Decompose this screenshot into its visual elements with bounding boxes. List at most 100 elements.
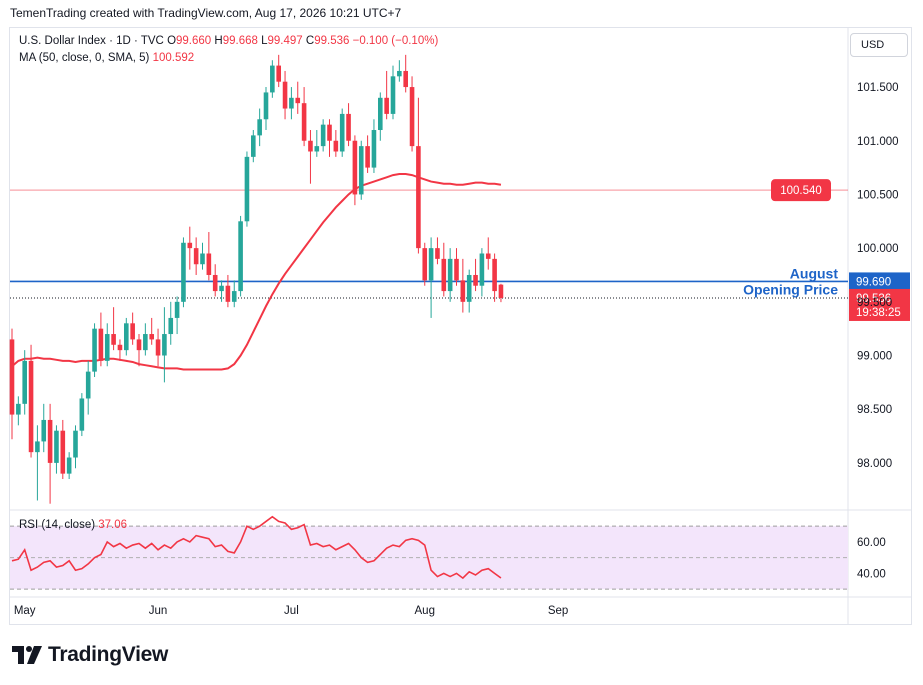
candle-body [143, 334, 148, 351]
candle [314, 130, 320, 157]
august-open-caption-line2: Opening Price [743, 281, 838, 297]
candle-body [378, 97, 383, 131]
candle-body [66, 457, 72, 474]
time-tick-label: Aug [415, 605, 435, 617]
candle-body [60, 430, 66, 474]
candle-body [346, 113, 351, 141]
candle [390, 65, 396, 120]
candle-body [416, 146, 421, 249]
candle-body [155, 339, 161, 356]
price-tick-label: 99.000 [857, 351, 892, 363]
price-legend: U.S. Dollar Index · 1D · TVC O99.660 H99… [19, 35, 438, 47]
candle [212, 264, 218, 297]
candle [498, 283, 504, 303]
candle [117, 339, 123, 361]
candle-body [454, 258, 459, 281]
candle-body [479, 253, 485, 286]
candle-body [428, 248, 434, 281]
candle-body [403, 70, 408, 88]
candle [155, 328, 161, 367]
price-tick-label: 98.500 [857, 404, 892, 416]
candle [346, 103, 351, 147]
candle-body [117, 344, 123, 351]
candle [251, 130, 256, 163]
candle [384, 70, 389, 120]
close-label: C [305, 35, 315, 47]
candle [479, 248, 485, 297]
candle [454, 248, 459, 286]
candle-body [104, 334, 110, 361]
open-value: 99.660 [176, 35, 212, 47]
candle [371, 119, 377, 173]
candle-body [9, 339, 15, 415]
candle-body [339, 113, 345, 152]
candle-body [327, 124, 332, 141]
candle-body [270, 65, 275, 93]
tradingview-logo[interactable]: TradingView [12, 643, 168, 667]
candle [378, 92, 383, 141]
high-label: H [214, 35, 223, 47]
candle [263, 87, 269, 131]
attribution-text: TemenTrading created with TradingView.co… [10, 6, 402, 20]
candle-body [149, 334, 154, 340]
candle [149, 317, 154, 345]
candle-body [85, 371, 91, 399]
candle-body [79, 398, 85, 431]
candle [352, 135, 358, 206]
price-tick-label: 101.500 [857, 82, 899, 94]
candle [54, 425, 59, 474]
candle [289, 87, 294, 120]
candle-body [54, 430, 59, 463]
candle [276, 54, 281, 88]
candle [441, 242, 447, 297]
candle [124, 317, 129, 356]
candle-body [308, 140, 313, 152]
candle-body [231, 291, 237, 302]
candle-body [212, 274, 218, 292]
rsi-tick-label: 60.00 [857, 537, 886, 549]
time-tick-label: Jul [284, 605, 299, 617]
currency-button[interactable]: USD [850, 33, 908, 57]
price-tick-label: 100.500 [857, 189, 899, 201]
candle [79, 393, 85, 437]
candle [92, 323, 97, 377]
candle [162, 307, 167, 383]
price-tick-label: 101.000 [857, 136, 899, 148]
candle [85, 360, 91, 415]
rsi-line [11, 515, 502, 580]
candle [200, 242, 205, 270]
candle [174, 296, 180, 335]
candle-body [435, 248, 440, 259]
candle [295, 81, 301, 114]
candle [206, 232, 212, 281]
candle [327, 119, 332, 157]
candle-body [73, 430, 78, 458]
candle-body [447, 258, 453, 292]
candle [136, 334, 142, 367]
candle [473, 258, 478, 292]
candle-body [41, 419, 47, 442]
candle [339, 108, 345, 157]
candle-body [219, 285, 224, 292]
resistance-line-badge [771, 179, 831, 202]
candle-body [238, 221, 243, 292]
candle [320, 119, 326, 152]
last-price-label: 99.536 [856, 293, 891, 305]
candle [466, 269, 472, 313]
candle [270, 60, 275, 98]
ma-line [11, 173, 502, 371]
candle-body [206, 253, 212, 275]
candle [143, 323, 148, 356]
candle-body [314, 146, 320, 152]
candle [231, 280, 237, 308]
last-price-badge [849, 288, 910, 321]
candle [460, 258, 466, 313]
candle-body [498, 284, 504, 298]
candle [308, 130, 313, 184]
high-value: 99.668 [222, 35, 258, 47]
close-value: 99.536 [314, 35, 350, 47]
candle [168, 301, 174, 345]
low-label: L [261, 35, 268, 47]
candle-body [162, 334, 167, 356]
